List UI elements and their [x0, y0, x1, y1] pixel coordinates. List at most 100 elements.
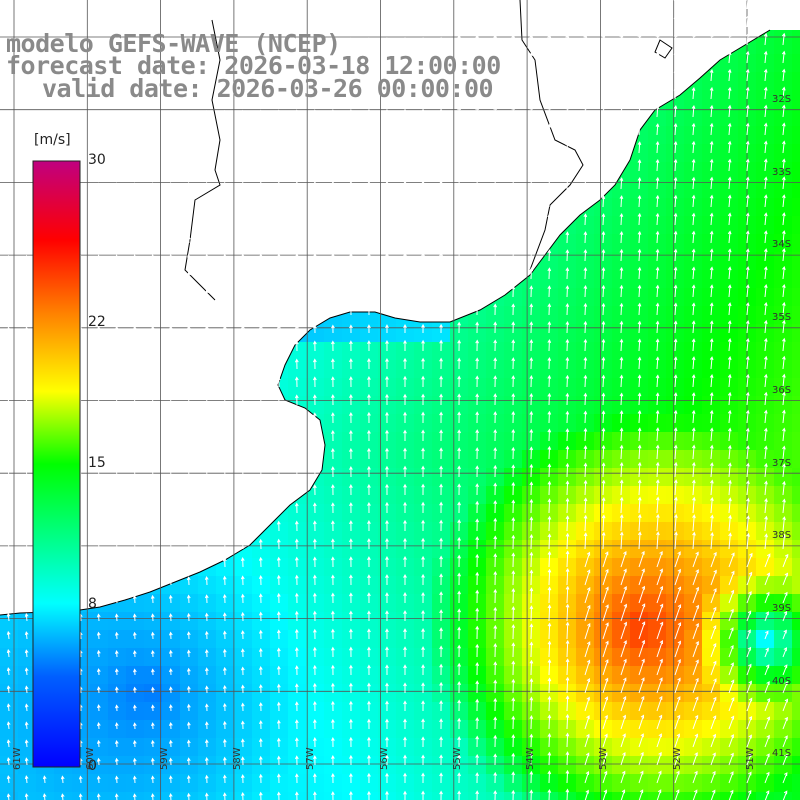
field-cell — [666, 108, 685, 127]
wind-arrow — [205, 20, 209, 28]
wind-arrow — [150, 413, 155, 424]
wind-arrow — [565, 105, 570, 118]
field-cell — [468, 738, 487, 757]
field-cell — [720, 180, 739, 199]
wind-arrow — [601, 427, 606, 442]
wind-arrow — [277, 235, 281, 244]
field-cell — [774, 414, 793, 433]
wind-arrow — [259, 181, 263, 190]
wind-arrow — [223, 38, 227, 46]
wind-arrow — [565, 51, 570, 64]
field-cell — [558, 234, 577, 253]
wind-arrow — [727, 230, 732, 244]
field-cell — [792, 270, 800, 289]
wind-arrow — [601, 33, 606, 46]
field-cell — [18, 648, 37, 667]
field-cell — [504, 612, 523, 631]
wind-arrow — [6, 486, 11, 496]
field-cell — [792, 396, 800, 415]
wind-arrow — [493, 88, 498, 100]
wind-arrow — [168, 467, 173, 478]
wind-arrow — [277, 199, 281, 208]
wind-arrow — [727, 50, 732, 64]
wind-arrow — [222, 394, 227, 406]
wind-arrow — [294, 358, 299, 370]
field-cell — [360, 414, 379, 433]
wind-arrow — [151, 2, 155, 10]
wind-arrow — [241, 145, 245, 154]
field-cell — [324, 540, 343, 559]
wind-arrow — [349, 144, 353, 154]
field-cell — [450, 504, 469, 523]
wind-arrow — [691, 444, 696, 460]
field-cell — [162, 630, 181, 649]
field-cell — [360, 324, 379, 343]
field-cell — [270, 738, 289, 757]
wind-arrow — [529, 446, 534, 460]
wind-arrow — [583, 462, 588, 478]
field-cell — [648, 162, 667, 181]
wind-arrow — [61, 3, 65, 10]
field-cell — [630, 504, 649, 523]
field-cell — [558, 324, 577, 343]
wind-arrow — [114, 272, 119, 280]
field-cell — [144, 630, 163, 649]
wind-arrow — [295, 199, 299, 208]
field-cell — [324, 774, 343, 793]
wind-arrow — [781, 14, 786, 28]
wind-arrow — [475, 16, 479, 28]
wind-arrow — [601, 87, 606, 100]
field-cell — [540, 648, 559, 667]
field-cell — [522, 450, 541, 469]
field-cell — [108, 666, 127, 685]
wind-arrow — [331, 430, 335, 442]
field-cell — [396, 702, 415, 721]
wind-arrow — [457, 70, 461, 82]
field-cell — [432, 684, 451, 703]
field-cell — [792, 54, 800, 73]
field-cell — [180, 756, 199, 775]
wind-arrow — [457, 429, 461, 442]
field-cell — [684, 486, 703, 505]
wind-arrow — [619, 479, 624, 496]
field-cell — [468, 540, 487, 559]
field-cell — [792, 90, 800, 109]
wind-arrow — [565, 69, 570, 82]
wind-arrow — [25, 3, 29, 10]
field-cell — [504, 486, 523, 505]
field-cell — [558, 756, 577, 775]
field-cell — [756, 666, 775, 685]
field-cell — [396, 558, 415, 577]
wind-arrow — [583, 177, 588, 190]
field-cell — [414, 522, 433, 541]
wind-arrow — [96, 290, 101, 298]
wind-arrow — [385, 72, 389, 82]
field-cell — [774, 648, 793, 667]
wind-arrow — [385, 108, 389, 118]
wind-arrow — [709, 51, 714, 64]
field-cell — [270, 576, 289, 595]
wind-arrow — [565, 285, 570, 298]
wind-arrow — [583, 0, 588, 10]
field-cell — [306, 648, 325, 667]
wind-arrow — [421, 72, 425, 82]
wind-arrow — [457, 483, 461, 496]
wind-arrow — [313, 91, 317, 100]
wind-arrow — [96, 359, 101, 370]
wind-arrow — [782, 480, 786, 496]
wind-arrow — [673, 248, 678, 262]
wind-arrow — [97, 200, 101, 208]
field-cell — [18, 630, 37, 649]
wind-arrow — [764, 515, 768, 532]
field-cell — [324, 360, 343, 379]
wind-arrow — [385, 126, 389, 136]
field-cell — [648, 468, 667, 487]
wind-arrow — [259, 91, 263, 100]
wind-arrow — [727, 444, 732, 460]
wind-arrow — [241, 163, 245, 172]
field-cell — [432, 486, 451, 505]
wind-arrow — [367, 429, 371, 442]
field-cell — [468, 522, 487, 541]
wind-arrow — [781, 194, 786, 208]
wind-arrow — [421, 429, 425, 442]
